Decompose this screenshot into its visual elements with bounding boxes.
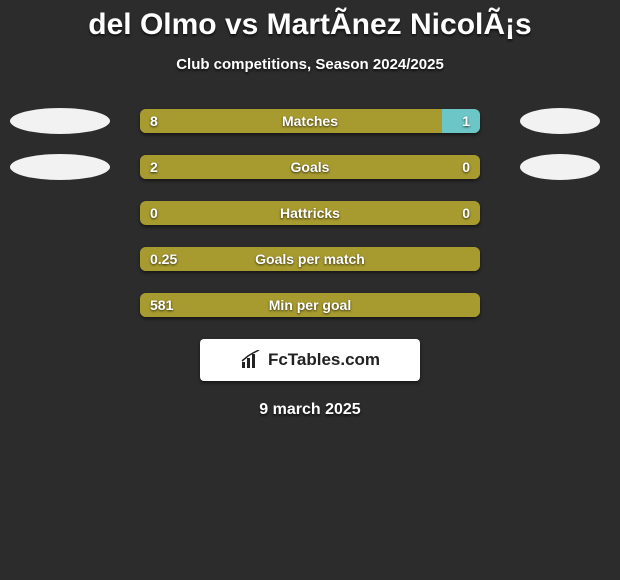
- footer-date: 9 march 2025: [0, 401, 620, 419]
- site-logo: FcTables.com: [200, 339, 420, 381]
- stat-label: Matches: [140, 109, 480, 133]
- player-right-avatar: [520, 108, 600, 134]
- stat-bar: 581Min per goal: [140, 293, 480, 317]
- player-left-avatar: [10, 154, 110, 180]
- stat-bar-slot: 581Min per goal: [120, 293, 500, 317]
- comparison-infographic: del Olmo vs MartÃ­nez NicolÃ¡s Club comp…: [0, 0, 620, 580]
- stat-bar-slot: 20Goals: [120, 155, 500, 179]
- stat-label: Hattricks: [140, 201, 480, 225]
- site-logo-text: FcTables.com: [268, 350, 380, 370]
- left-avatar-slot: [0, 108, 120, 134]
- stat-label: Min per goal: [140, 293, 480, 317]
- player-left-avatar: [10, 108, 110, 134]
- right-avatar-slot: [500, 154, 620, 180]
- page-subtitle: Club competitions, Season 2024/2025: [0, 56, 620, 73]
- stat-bar-slot: 00Hattricks: [120, 201, 500, 225]
- stat-row: 581Min per goal: [0, 293, 620, 317]
- stat-bar: 20Goals: [140, 155, 480, 179]
- stat-row: 81Matches: [0, 109, 620, 133]
- stat-row: 20Goals: [0, 155, 620, 179]
- left-avatar-slot: [0, 154, 120, 180]
- stat-label: Goals per match: [140, 247, 480, 271]
- stat-bar-slot: 81Matches: [120, 109, 500, 133]
- bar-chart-icon: [240, 350, 262, 370]
- player-right-avatar: [520, 154, 600, 180]
- stat-bar: 0.25Goals per match: [140, 247, 480, 271]
- stat-row: 00Hattricks: [0, 201, 620, 225]
- right-avatar-slot: [500, 108, 620, 134]
- stat-bars-container: 81Matches 20Goals 00Hattricks 0.25Goals per…: [0, 109, 620, 317]
- stat-label: Goals: [140, 155, 480, 179]
- stat-bar-slot: 0.25Goals per match: [120, 247, 500, 271]
- stat-bar: 00Hattricks: [140, 201, 480, 225]
- stat-row: 0.25Goals per match: [0, 247, 620, 271]
- page-title: del Olmo vs MartÃ­nez NicolÃ¡s: [0, 0, 620, 42]
- stat-bar: 81Matches: [140, 109, 480, 133]
